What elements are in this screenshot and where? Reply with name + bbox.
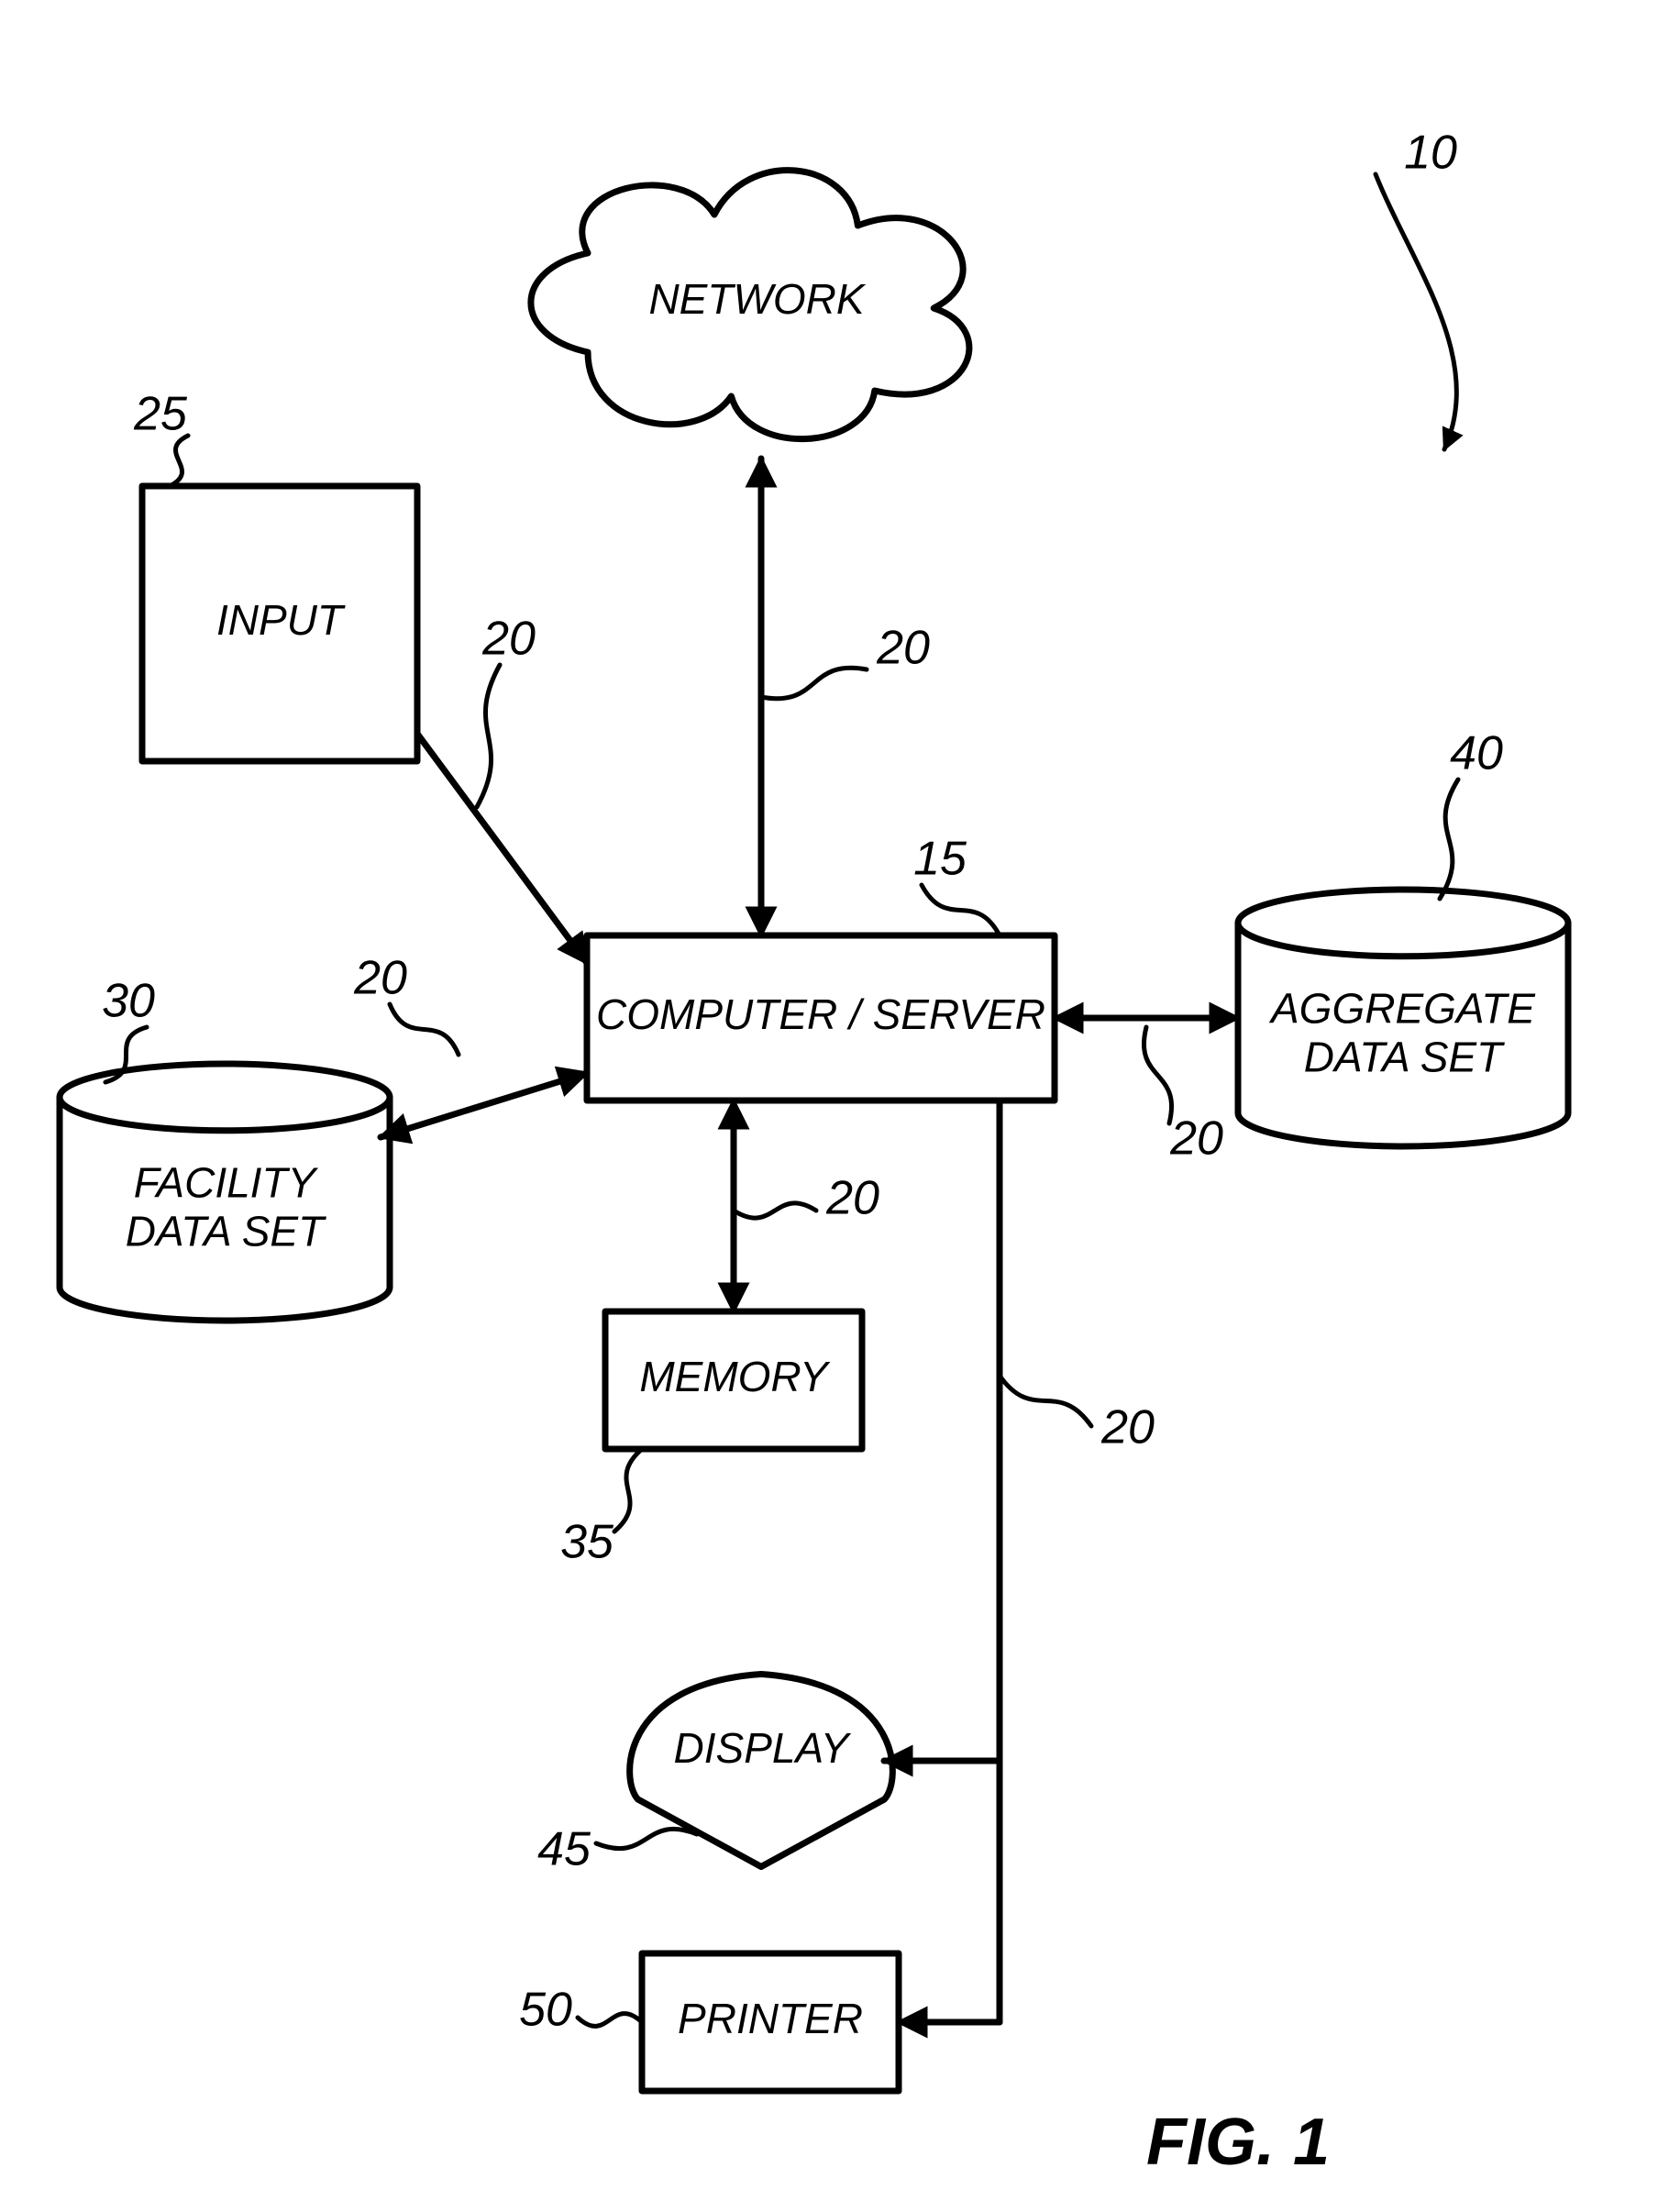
- svg-text:NETWORK: NETWORK: [648, 275, 866, 323]
- svg-text:20: 20: [825, 1172, 879, 1225]
- svg-text:COMPUTER / SERVER: COMPUTER / SERVER: [596, 990, 1045, 1038]
- svg-text:DISPLAY: DISPLAY: [674, 1724, 852, 1772]
- svg-text:FIG. 1: FIG. 1: [1146, 2106, 1330, 2179]
- svg-text:40: 40: [1450, 727, 1503, 780]
- svg-text:FACILITY: FACILITY: [134, 1159, 319, 1207]
- svg-text:PRINTER: PRINTER: [678, 1995, 863, 2042]
- svg-text:35: 35: [560, 1516, 614, 1569]
- svg-text:30: 30: [102, 975, 155, 1028]
- svg-text:25: 25: [133, 388, 188, 441]
- svg-text:MEMORY: MEMORY: [639, 1353, 831, 1400]
- svg-text:DATA SET: DATA SET: [1304, 1034, 1505, 1081]
- svg-text:20: 20: [353, 952, 407, 1005]
- svg-text:AGGREGATE: AGGREGATE: [1268, 985, 1536, 1033]
- svg-text:15: 15: [913, 833, 967, 886]
- svg-text:DATA SET: DATA SET: [126, 1208, 326, 1255]
- svg-text:20: 20: [1169, 1112, 1223, 1166]
- svg-text:20: 20: [876, 622, 930, 675]
- svg-text:45: 45: [537, 1823, 591, 1876]
- svg-text:10: 10: [1404, 127, 1457, 180]
- svg-text:50: 50: [519, 1984, 572, 2037]
- svg-text:20: 20: [1100, 1401, 1155, 1454]
- svg-text:20: 20: [481, 613, 536, 666]
- svg-text:INPUT: INPUT: [216, 596, 346, 644]
